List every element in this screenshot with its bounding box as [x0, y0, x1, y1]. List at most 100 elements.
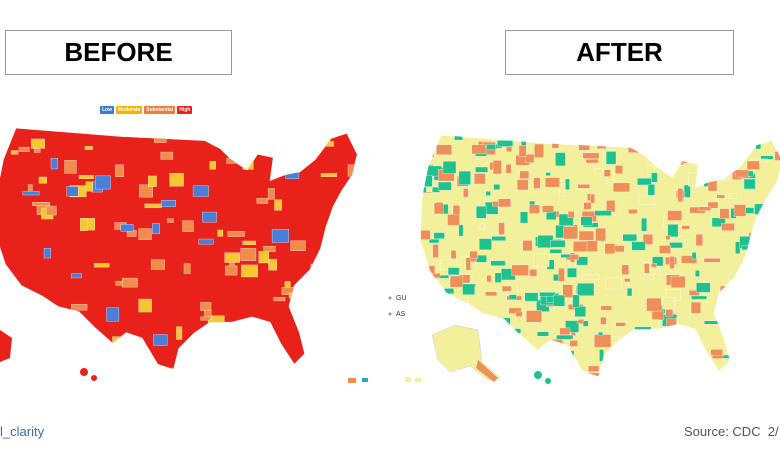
county-patch — [765, 351, 774, 357]
county-patch — [256, 198, 269, 204]
before-title: BEFORE — [5, 30, 232, 75]
county-patch — [648, 331, 657, 339]
county-patch — [227, 231, 245, 237]
county-patch — [437, 311, 445, 320]
county-patch — [95, 175, 111, 190]
county-patch — [271, 229, 289, 243]
county-patch — [115, 280, 123, 286]
county-patch — [192, 185, 209, 197]
county-patch — [695, 270, 700, 277]
county-patch — [542, 205, 554, 213]
county-patch — [599, 148, 605, 161]
county-patch — [721, 151, 736, 162]
county-patch — [427, 355, 434, 368]
county-patch — [688, 290, 700, 296]
county-patch — [438, 181, 452, 191]
county-patch — [688, 343, 697, 353]
county-patch — [604, 243, 616, 254]
county-patch — [496, 365, 502, 374]
county-patch — [585, 159, 599, 164]
county-patch — [716, 304, 730, 316]
county-patch — [524, 292, 539, 302]
county-patch — [22, 191, 40, 196]
county-patch — [681, 225, 690, 230]
county-patch — [667, 210, 682, 221]
county-patch — [642, 234, 654, 245]
county-patch — [240, 248, 257, 261]
county-patch — [71, 356, 88, 362]
county-patch — [329, 252, 339, 263]
county-patch — [600, 305, 612, 311]
county-patch — [712, 370, 717, 377]
footer-left: l_clarity — [0, 424, 45, 439]
county-patch — [676, 358, 694, 371]
county-patch — [511, 264, 529, 276]
county-patch — [641, 217, 647, 232]
county-patch — [573, 241, 588, 252]
county-patch — [647, 184, 655, 196]
county-patch — [743, 178, 756, 190]
county-patch — [747, 300, 760, 308]
county-patch — [320, 326, 333, 333]
county-patch — [71, 303, 88, 311]
county-patch — [543, 352, 557, 365]
county-patch — [315, 331, 328, 344]
county-patch — [550, 350, 564, 358]
county-patch — [217, 229, 224, 237]
legend-item: High — [177, 106, 193, 114]
county-patch — [513, 347, 531, 354]
county-patch — [241, 138, 255, 150]
county-patch — [698, 206, 711, 211]
county-patch — [444, 288, 455, 294]
county-patch — [147, 175, 157, 187]
county-patch — [561, 350, 575, 356]
county-patch — [324, 141, 334, 147]
county-patch — [120, 224, 134, 232]
county-patch — [728, 193, 737, 199]
county-patch — [728, 274, 740, 281]
county-patch — [766, 346, 773, 357]
county-patch — [673, 156, 688, 164]
county-patch — [43, 247, 51, 259]
county-patch — [567, 211, 575, 219]
county-patch — [425, 144, 434, 158]
county-patch — [38, 176, 47, 184]
county-patch — [598, 332, 603, 336]
county-patch — [465, 257, 471, 271]
county-patch — [153, 334, 168, 346]
county-patch — [563, 226, 578, 240]
county-patch — [640, 338, 652, 351]
county-patch — [593, 168, 603, 174]
county-patch — [447, 214, 460, 226]
county-patch — [652, 256, 664, 267]
county-patch — [559, 327, 571, 335]
county-patch — [734, 169, 750, 178]
county-patch — [717, 151, 725, 164]
county-patch — [334, 262, 345, 270]
county-patch — [605, 151, 617, 165]
county-patch — [569, 340, 578, 347]
county-patch — [621, 264, 629, 275]
county-patch — [257, 344, 272, 355]
county-patch — [628, 209, 638, 214]
county-patch — [711, 217, 726, 227]
county-patch — [285, 169, 300, 179]
county-patch — [432, 244, 439, 258]
county-patch — [479, 238, 492, 251]
county-patch — [567, 362, 574, 372]
county-patch — [731, 279, 740, 285]
county-patch — [727, 142, 742, 157]
county-patch — [34, 148, 41, 153]
county-patch — [511, 339, 517, 353]
county-patch — [585, 240, 598, 252]
county-patch — [225, 265, 238, 276]
county-patch — [775, 372, 780, 377]
county-patch — [32, 202, 50, 207]
county-patch — [223, 338, 241, 353]
county-patch — [765, 343, 773, 356]
county-patch — [741, 260, 756, 271]
county-patch — [646, 297, 662, 312]
county-patch — [355, 180, 358, 186]
county-patch — [273, 297, 286, 302]
